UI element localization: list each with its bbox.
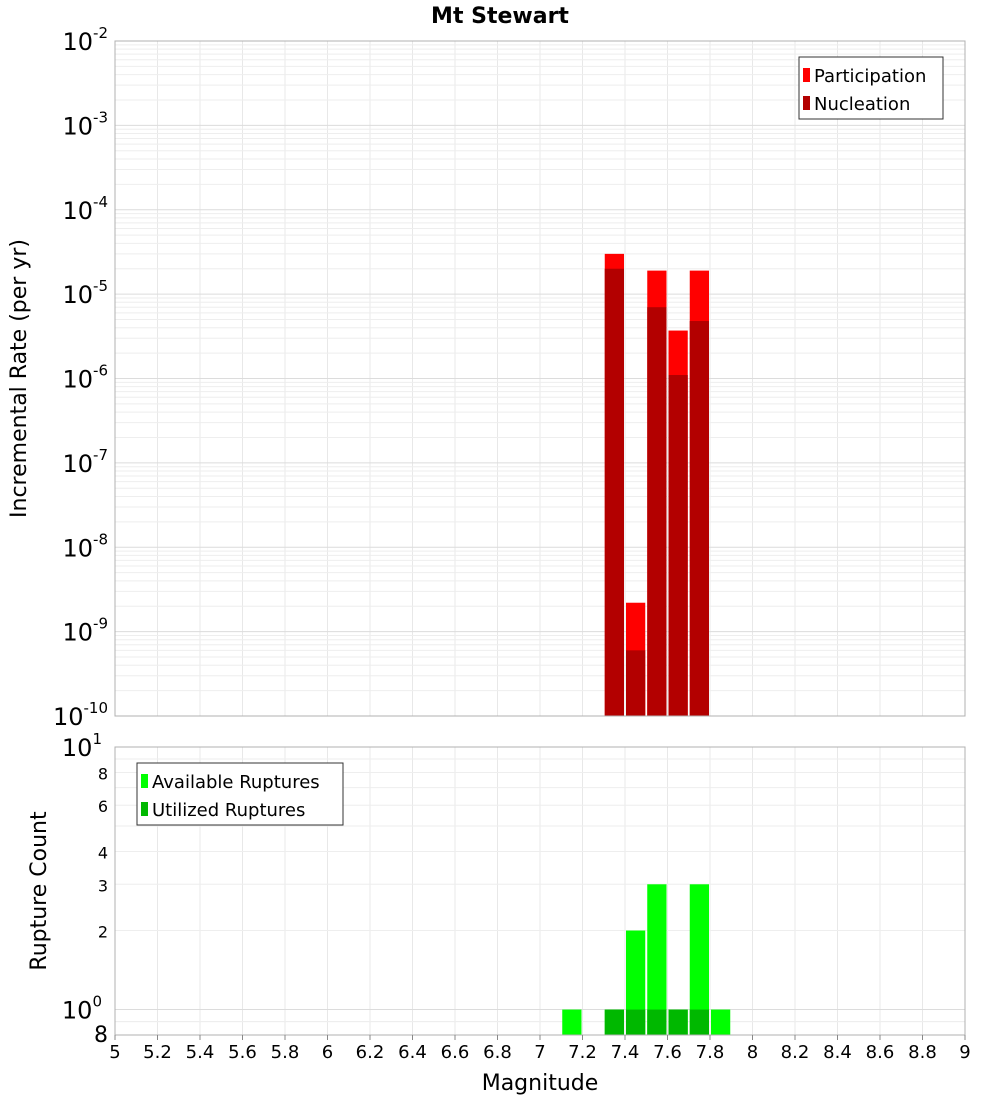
x-tick-label: 6.4	[398, 1042, 427, 1063]
y-tick-label: 2	[98, 923, 108, 942]
x-tick-label: 8	[747, 1042, 758, 1063]
bar-utilized-ruptures	[689, 1009, 709, 1035]
x-tick-label: 5.2	[143, 1042, 172, 1063]
bar-utilized-ruptures	[604, 1009, 624, 1035]
x-tick-label: 6.2	[356, 1042, 385, 1063]
y-axis-label: Rupture Count	[27, 811, 52, 971]
y-tick-label: 10-5	[62, 277, 108, 309]
plot-frame	[114, 40, 966, 717]
x-tick-label: 7.6	[653, 1042, 682, 1063]
x-tick-label: 9	[959, 1042, 970, 1063]
y-tick-label: 100	[62, 993, 102, 1025]
bar-nucleation	[604, 268, 624, 716]
y-axis-label: Incremental Rate (per yr)	[7, 239, 32, 518]
x-tick-label: 5.8	[271, 1042, 300, 1063]
bar-available-ruptures	[711, 1009, 731, 1035]
bars	[604, 253, 709, 716]
y-tick-label: 3	[98, 876, 108, 895]
y-tick-label: 10-7	[62, 446, 108, 478]
rate-panel: 10-10 10-9 10-8 10-7 10-6 10-5 10-4 10-3 10-2 Inc…	[7, 24, 966, 731]
chart-title: Mt Stewart	[431, 4, 569, 29]
x-axis-label: Magnitude	[482, 1071, 599, 1096]
y-tick-label: 10-3	[62, 108, 108, 140]
x-tick-label: 6	[322, 1042, 333, 1063]
bar-nucleation	[668, 375, 688, 716]
y-tick-label: 10-2	[62, 24, 108, 56]
y-tick-label: 101	[62, 730, 102, 762]
y-tick-label: 8	[94, 1023, 108, 1048]
legend-swatch	[141, 802, 148, 816]
bar-available-ruptures	[689, 884, 709, 1035]
x-tick-label: 7.2	[568, 1042, 597, 1063]
x-tick-label: 8.4	[823, 1042, 852, 1063]
y-tick-label: 10-6	[62, 362, 108, 394]
x-tick-label: 5.4	[186, 1042, 215, 1063]
legend-swatch	[803, 96, 810, 110]
bar-utilized-ruptures	[668, 1009, 688, 1035]
y-tick-label: 10-8	[62, 530, 108, 562]
grid	[114, 41, 966, 717]
x-tick-label: 8.2	[781, 1042, 810, 1063]
legend-label: Participation	[814, 66, 926, 87]
y-tick-label: 10-4	[62, 193, 108, 225]
bar-available-ruptures	[562, 1009, 582, 1035]
x-tick-label: 7	[534, 1042, 545, 1063]
bar-available-ruptures	[647, 884, 667, 1035]
legend-label: Nucleation	[814, 94, 910, 115]
legend: Available Ruptures Utilized Ruptures	[136, 762, 344, 826]
legend-swatch	[141, 774, 148, 788]
x-tick-label: 6.8	[483, 1042, 512, 1063]
y-tick-label: 10-9	[62, 615, 108, 647]
x-axis: 5 5.2 5.4 5.6 5.8 6 6.2 6.4 6.6 6.8 7 7.2 7.4 7.6 7.8 8…	[109, 1035, 971, 1063]
y-tick-label: 10-10	[53, 699, 108, 731]
y-ticks: 10-10 10-9 10-8 10-7 10-6 10-5 10-4 10-3 10-2	[53, 24, 108, 731]
legend-swatch	[803, 68, 810, 82]
bars	[562, 884, 731, 1035]
x-tick-label: 8.6	[866, 1042, 895, 1063]
legend: Participation Nucleation	[798, 56, 944, 120]
x-tick-label: 6.6	[441, 1042, 470, 1063]
x-tick-label: 8.8	[908, 1042, 937, 1063]
y-tick-label: 4	[98, 843, 108, 862]
x-tick-label: 5.6	[228, 1042, 257, 1063]
legend-box	[798, 56, 944, 120]
bar-utilized-ruptures	[647, 1009, 667, 1035]
bar-available-ruptures	[626, 930, 646, 1035]
x-tick-label: 5	[109, 1042, 120, 1063]
legend-label: Utilized Ruptures	[152, 800, 305, 821]
legend-label: Available Ruptures	[152, 772, 320, 793]
x-tick-label: 7.4	[611, 1042, 640, 1063]
y-tick-label: 8	[98, 764, 108, 783]
bar-nucleation	[647, 307, 667, 716]
bar-utilized-ruptures	[626, 1009, 646, 1035]
legend-box	[136, 762, 344, 826]
x-tick-label: 7.8	[696, 1042, 725, 1063]
y-tick-label: 6	[98, 797, 108, 816]
bar-nucleation	[626, 650, 646, 716]
bar-nucleation	[689, 321, 709, 716]
